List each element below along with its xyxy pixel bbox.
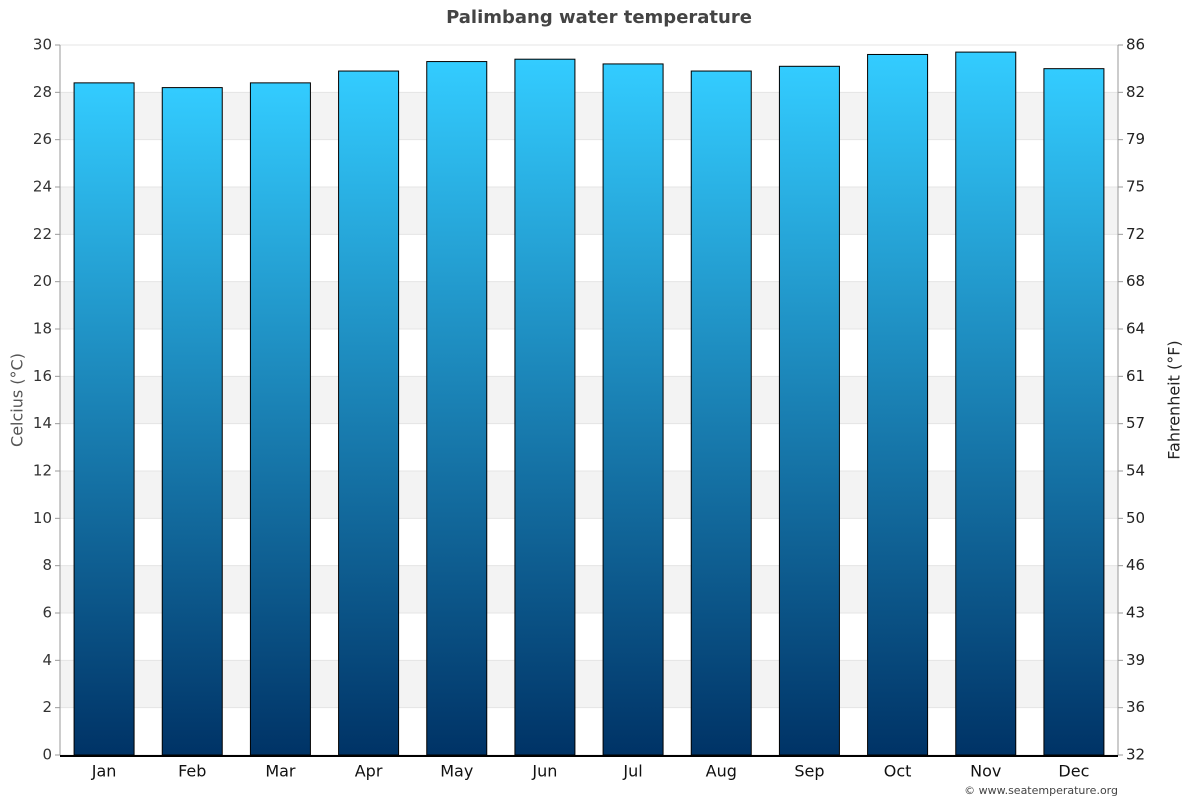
bar [514, 58, 576, 756]
bar [73, 82, 135, 756]
y-tick-label: 30 [33, 36, 52, 54]
source: © www.seatemperature.org [964, 784, 1118, 797]
grid-band [60, 565, 1118, 613]
y-tick-label: 22 [33, 225, 52, 243]
y2-tick-label: 61 [1126, 367, 1145, 385]
y2-tick-label: 86 [1126, 36, 1145, 54]
y-tick-label: 12 [33, 462, 52, 480]
y-tick-label: 26 [33, 130, 52, 148]
y2-tick-label: 68 [1126, 272, 1145, 290]
y2-axis-label: Fahrenheit (°F) [1165, 340, 1184, 459]
y-tick-label: 18 [33, 320, 52, 338]
x-tick-label: Nov [970, 762, 1001, 781]
y-axis-label: Celcius (°C) [8, 353, 27, 447]
grid-band [60, 187, 1118, 235]
y-tick-label: 8 [42, 556, 52, 574]
x-tick-label: Aug [706, 762, 737, 781]
y2-tick-label: 32 [1126, 746, 1145, 764]
bar [426, 61, 488, 756]
y2-tick-label: 79 [1126, 130, 1145, 148]
bar [1043, 68, 1105, 756]
y-tick-label: 4 [42, 651, 52, 669]
y2-tick-label: 54 [1126, 462, 1145, 480]
bar [161, 87, 223, 756]
y-tick-label: 0 [42, 746, 52, 764]
y-tick-label: 20 [33, 272, 52, 290]
x-tick-label: Sep [794, 762, 824, 781]
chart-title: Palimbang water temperature [446, 7, 752, 28]
grid-band [60, 660, 1118, 708]
y2-tick-label: 39 [1126, 651, 1145, 669]
bar [338, 70, 400, 756]
x-tick-label: May [440, 762, 473, 781]
y-tick-label: 24 [33, 178, 52, 196]
y2-tick-label: 82 [1126, 83, 1145, 101]
grid-band [60, 471, 1118, 519]
x-tick-label: Jul [622, 762, 642, 781]
y2-tick-label: 64 [1126, 320, 1145, 338]
bar [778, 65, 840, 756]
grid-band [60, 281, 1118, 329]
bar [690, 70, 752, 756]
grid-band [60, 376, 1118, 424]
y2-tick-label: 43 [1126, 604, 1145, 622]
x-tick-label: Apr [355, 762, 383, 781]
x-tick-label: Jun [531, 762, 557, 781]
x-tick-label: Oct [884, 762, 912, 781]
y2-tick-label: 50 [1126, 509, 1145, 527]
x-tick-label: Mar [265, 762, 296, 781]
x-tick-label: Feb [178, 762, 206, 781]
grid-band [60, 92, 1118, 140]
bar [867, 53, 929, 756]
y-tick-label: 28 [33, 83, 52, 101]
y2-tick-label: 72 [1126, 225, 1145, 243]
bar [955, 51, 1017, 756]
y2-tick-label: 57 [1126, 414, 1145, 432]
x-tick-label: Jan [91, 762, 117, 781]
y2-tick-label: 75 [1126, 178, 1145, 196]
y-tick-label: 10 [33, 509, 52, 527]
y2-tick-label: 46 [1126, 556, 1145, 574]
y-tick-label: 2 [42, 698, 52, 716]
x-tick-label: Dec [1058, 762, 1089, 781]
y-tick-label: 16 [33, 367, 52, 385]
y-tick-label: 6 [42, 604, 52, 622]
y2-tick-label: 36 [1126, 698, 1145, 716]
bar [602, 63, 664, 756]
y-tick-label: 14 [33, 414, 52, 432]
bar [249, 82, 311, 756]
